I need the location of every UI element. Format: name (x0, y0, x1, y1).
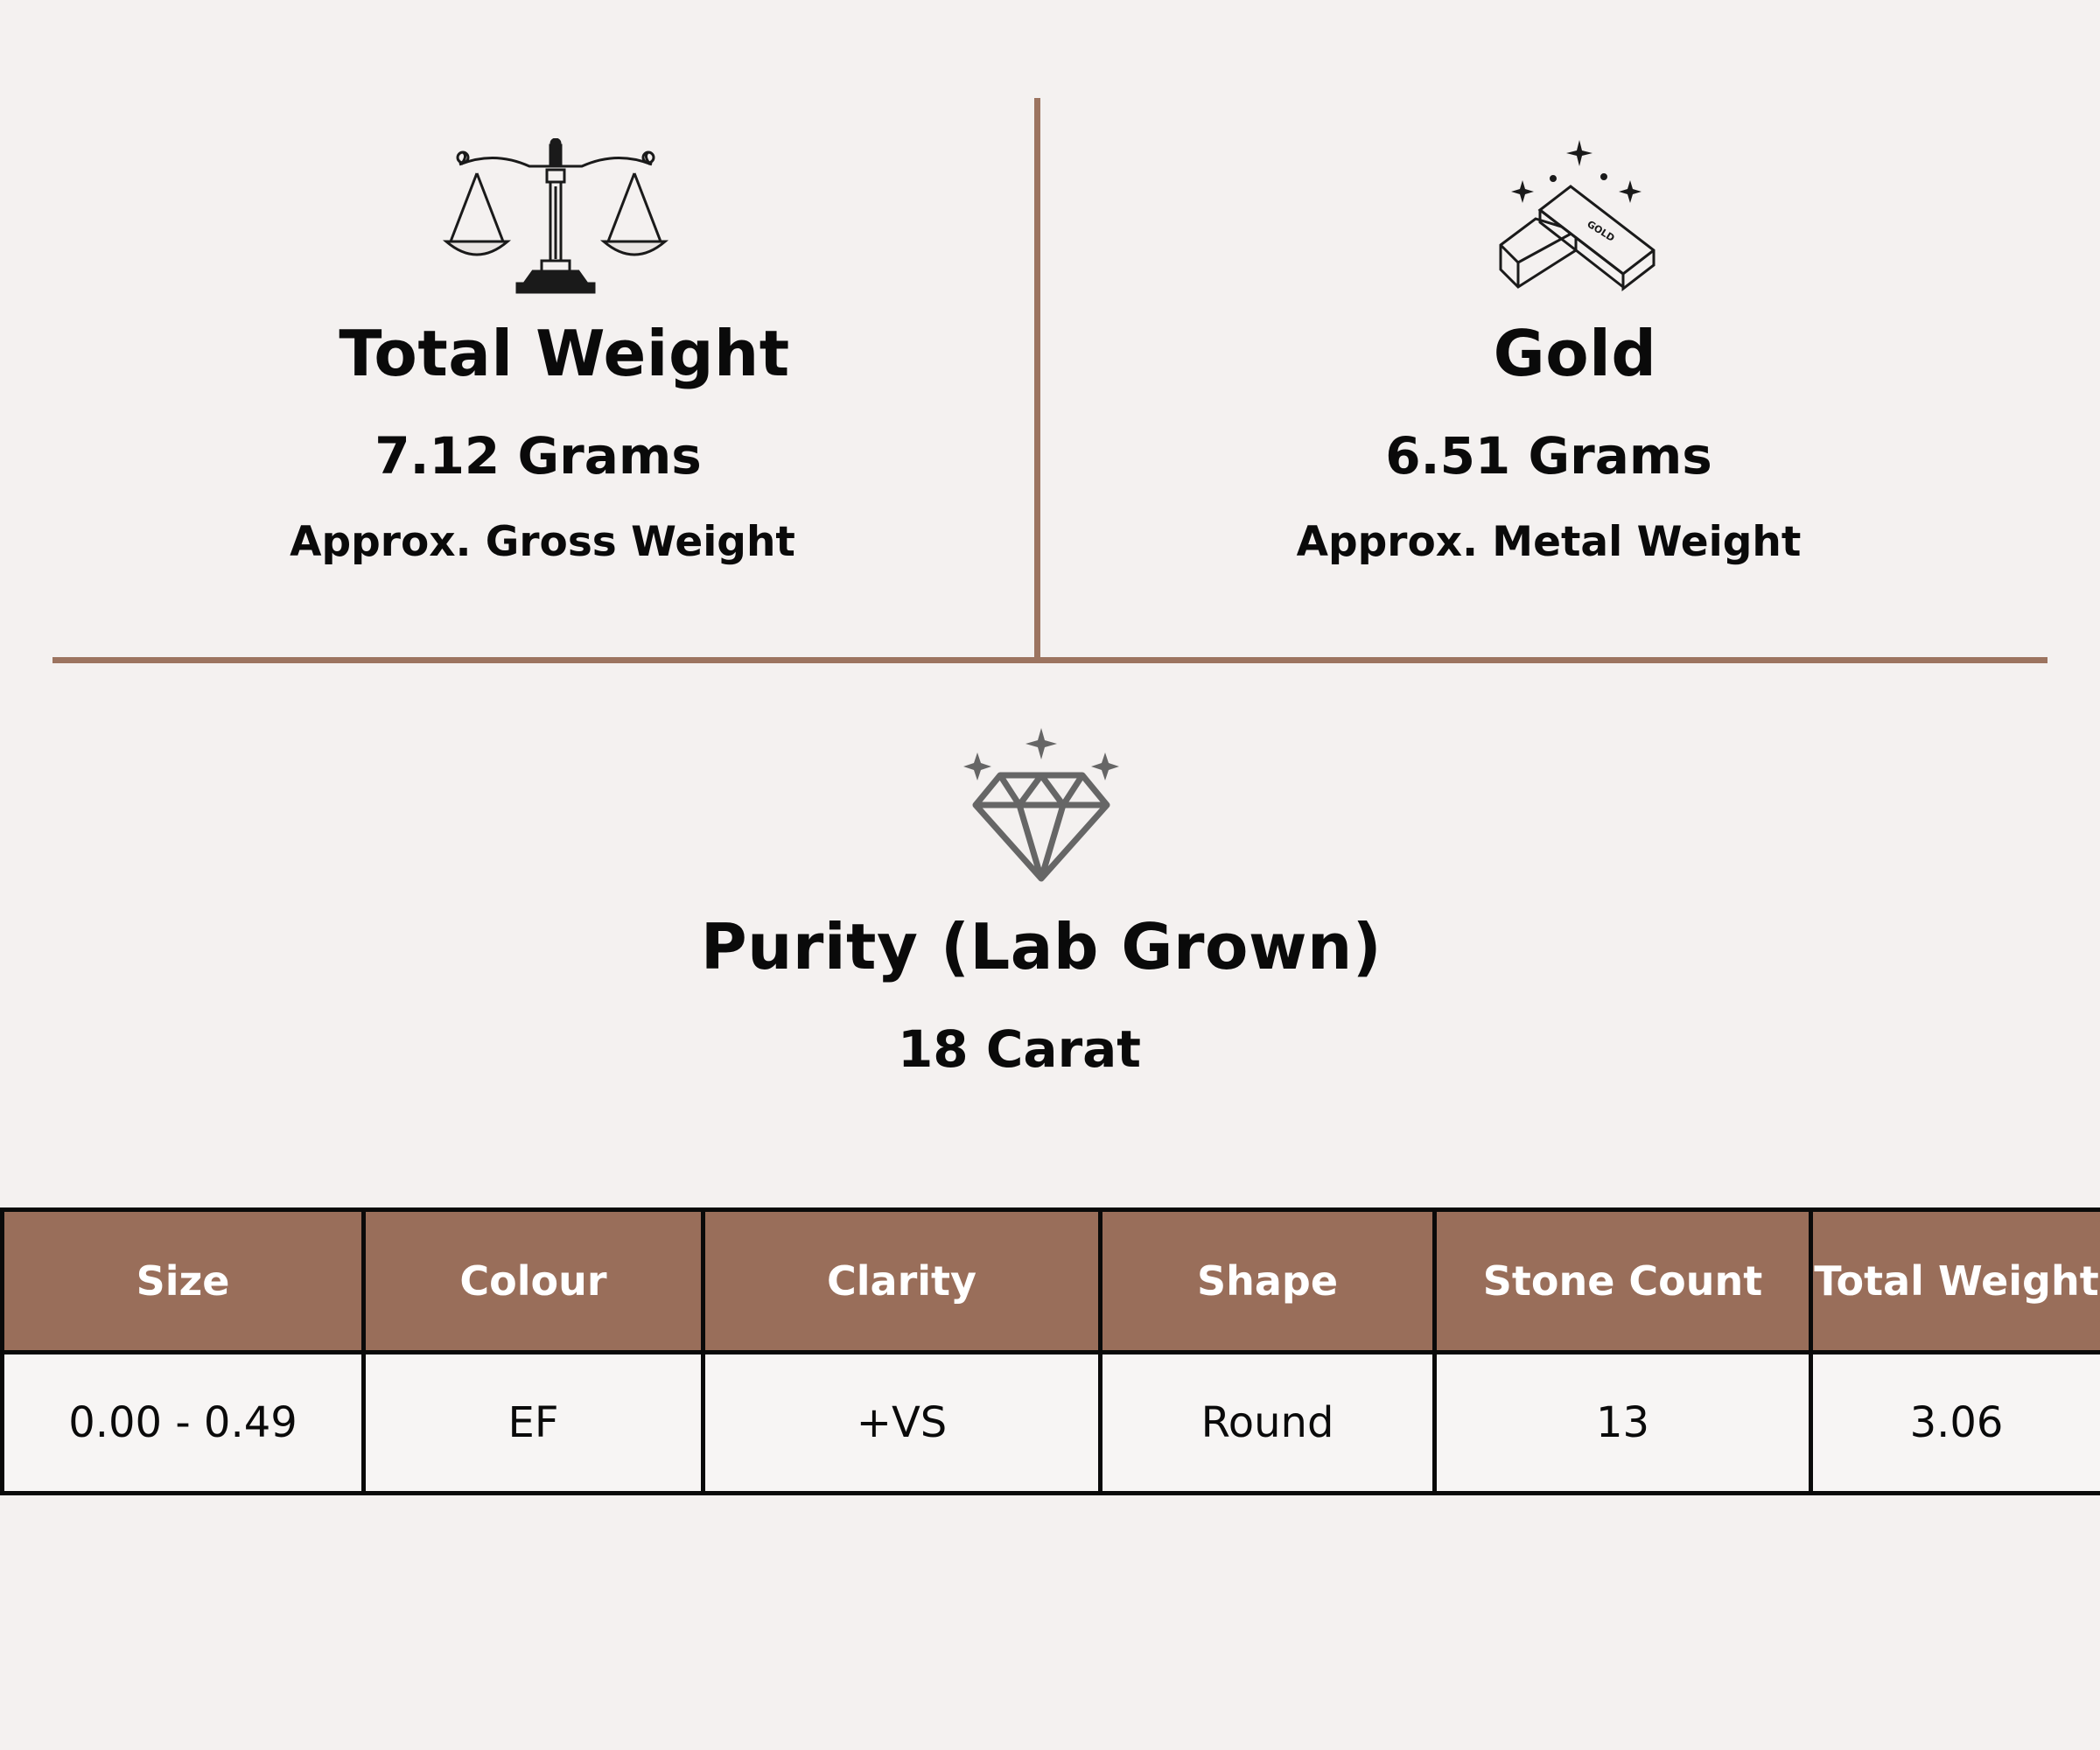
header-stone-count: Stone Count (1432, 1208, 1813, 1354)
cell-total-weight: 3.06 (1809, 1350, 2100, 1495)
header-clarity: Clarity (701, 1208, 1102, 1354)
header-total-weight: Total Weight (1809, 1208, 2100, 1354)
gold-value: 6.51 Grams (1385, 426, 1712, 486)
table-header-row: Size Colour Clarity Shape Stone Count To… (0, 1208, 2100, 1354)
header-shape: Shape (1098, 1208, 1437, 1354)
total-weight-title: Total Weight (339, 317, 790, 390)
total-weight-note: Approx. Gross Weight (290, 518, 795, 566)
cell-stone-count: 13 (1432, 1350, 1813, 1495)
cell-colour: EF (361, 1350, 705, 1495)
header-size: Size (0, 1208, 366, 1354)
stone-specs-table: Size Colour Clarity Shape Stone Count To… (0, 1208, 2100, 1495)
diamond-sparkle-icon (958, 726, 1124, 884)
balance-scale-icon (442, 138, 669, 298)
gold-note: Approx. Metal Weight (1296, 518, 1802, 566)
horizontal-divider (52, 657, 2048, 663)
vertical-divider (1034, 98, 1040, 658)
cell-size: 0.00 - 0.49 (0, 1350, 366, 1495)
table-row: 0.00 - 0.49 EF +VS Round 13 3.06 (0, 1350, 2100, 1495)
purity-title: Purity (Lab Grown) (700, 910, 1382, 984)
cell-shape: Round (1098, 1350, 1437, 1495)
gold-bars-icon: GOLD (1492, 138, 1667, 298)
header-colour: Colour (361, 1208, 705, 1354)
cell-clarity: +VS (701, 1350, 1102, 1495)
gold-title: Gold (1493, 317, 1657, 390)
purity-value: 18 Carat (897, 1019, 1142, 1079)
total-weight-value: 7.12 Grams (374, 426, 702, 486)
